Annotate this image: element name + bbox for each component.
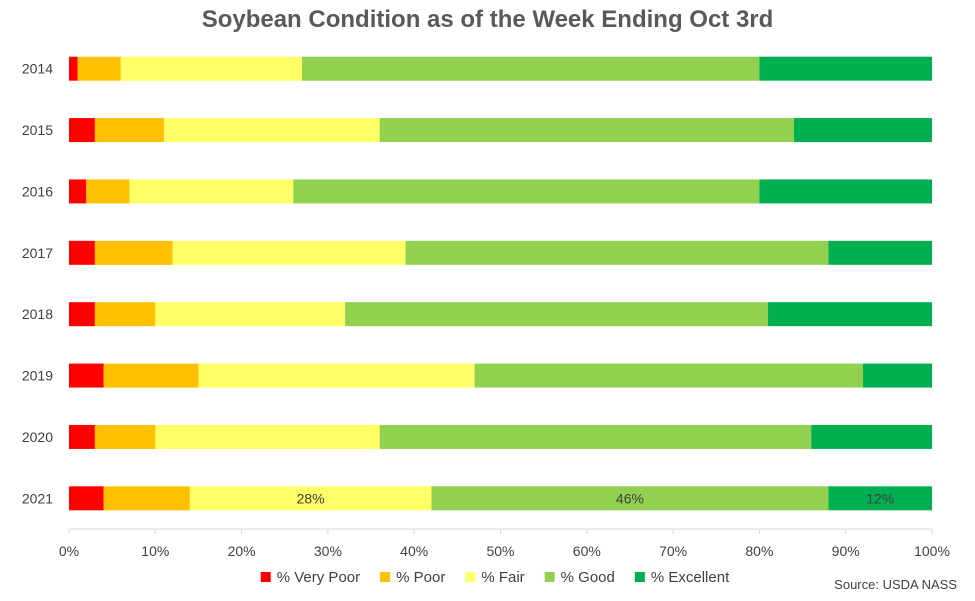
legend-swatch bbox=[465, 572, 476, 582]
bar-2016-fair bbox=[129, 179, 294, 204]
bar-2015-fair bbox=[163, 118, 380, 143]
x-tick-label-9: 90% bbox=[832, 543, 860, 559]
bar-2018-fair bbox=[155, 302, 346, 327]
bar-2016-excellent bbox=[759, 179, 932, 204]
bar-2021-fair bbox=[189, 486, 432, 511]
legend-label: % Fair bbox=[481, 569, 524, 586]
y-tick-label-2018: 2018 bbox=[22, 306, 53, 322]
bar-2018-poor bbox=[94, 302, 156, 327]
y-tick-label-2015: 2015 bbox=[22, 122, 53, 138]
legend-label: % Good bbox=[561, 569, 615, 586]
bar-2016-poor bbox=[86, 179, 130, 204]
source-note: Source: USDA NASS bbox=[834, 577, 957, 592]
bar-2021-poor bbox=[103, 486, 190, 511]
bar-2019-very-poor bbox=[69, 363, 104, 388]
x-tick-label-3: 30% bbox=[314, 543, 342, 559]
bar-2017-good bbox=[405, 240, 829, 265]
legend-swatch bbox=[634, 572, 645, 582]
bar-2019-good bbox=[474, 363, 863, 388]
x-axis: 0% 10% 20% 30% 40% 50% 60% 70% 80% 90% 100% bbox=[59, 528, 950, 559]
bar-2014-very-poor bbox=[69, 56, 78, 81]
bar-2018-good bbox=[345, 302, 769, 327]
bar-2020-poor bbox=[94, 424, 156, 449]
x-tick-label-4: 40% bbox=[400, 543, 428, 559]
legend-swatch bbox=[380, 572, 391, 582]
bar-2015-poor bbox=[94, 118, 164, 143]
legend-swatch bbox=[544, 572, 555, 582]
x-tick-label-8: 80% bbox=[745, 543, 773, 559]
legend-label: % Excellent bbox=[651, 569, 730, 586]
data-label-2021-good: 46% bbox=[616, 490, 644, 506]
bar-2021-good bbox=[431, 486, 829, 511]
bar-2015-very-poor bbox=[69, 118, 95, 143]
bar-2019-poor bbox=[103, 363, 199, 388]
y-tick-label-2019: 2019 bbox=[22, 368, 53, 384]
bar-2016-very-poor bbox=[69, 179, 87, 204]
x-tick-label-6: 60% bbox=[573, 543, 601, 559]
y-axis-categories: 2014 2015 2016 2017 2018 2019 2020 2021 bbox=[22, 61, 53, 507]
bar-2020-good bbox=[379, 424, 812, 449]
bars-layer bbox=[69, 56, 932, 511]
chart-title: Soybean Condition as of the Week Ending … bbox=[201, 6, 774, 33]
legend-item-poor: % Poor bbox=[380, 569, 445, 586]
legend-item-good: % Good bbox=[544, 569, 615, 586]
bar-2014-fair bbox=[120, 56, 303, 81]
x-tick-label-5: 50% bbox=[486, 543, 514, 559]
bar-2015-good bbox=[379, 118, 794, 143]
bar-2014-excellent bbox=[759, 56, 932, 81]
bar-2021-excellent bbox=[828, 486, 932, 511]
legend-label: % Very Poor bbox=[277, 569, 360, 586]
bar-2021-very-poor bbox=[69, 486, 104, 511]
data-labels: 28% 46% 12% bbox=[297, 490, 895, 506]
legend-item-very-poor: % Very Poor bbox=[260, 569, 360, 586]
x-tick-label-2: 20% bbox=[228, 543, 256, 559]
y-tick-label-2017: 2017 bbox=[22, 245, 53, 261]
bar-2015-excellent bbox=[793, 118, 932, 143]
legend-item-fair: % Fair bbox=[465, 569, 525, 586]
bar-2020-fair bbox=[155, 424, 380, 449]
x-tick-label-0: 0% bbox=[59, 543, 79, 559]
bar-2019-fair bbox=[198, 363, 475, 388]
y-tick-label-2020: 2020 bbox=[22, 429, 53, 445]
data-label-2021-fair: 28% bbox=[297, 490, 325, 506]
bar-2016-good bbox=[293, 179, 760, 204]
y-tick-label-2014: 2014 bbox=[22, 61, 53, 77]
bar-2017-very-poor bbox=[69, 240, 95, 265]
y-tick-label-2021: 2021 bbox=[22, 490, 53, 506]
bar-2018-very-poor bbox=[69, 302, 95, 327]
bar-2017-poor bbox=[94, 240, 173, 265]
x-tick-label-10: 100% bbox=[914, 543, 950, 559]
x-tick-label-7: 70% bbox=[659, 543, 687, 559]
legend: % Very Poor % Poor % Fair % Good % Excellent bbox=[260, 569, 730, 586]
bar-2014-good bbox=[302, 56, 760, 81]
data-label-2021-excellent: 12% bbox=[866, 490, 894, 506]
legend-item-excellent: % Excellent bbox=[634, 569, 730, 586]
legend-label: % Poor bbox=[396, 569, 445, 586]
bar-2020-very-poor bbox=[69, 424, 95, 449]
bar-2020-excellent bbox=[811, 424, 932, 449]
bar-2017-fair bbox=[172, 240, 406, 265]
bar-2014-poor bbox=[77, 56, 121, 81]
bar-2018-excellent bbox=[768, 302, 932, 327]
bar-2019-excellent bbox=[862, 363, 932, 388]
y-tick-label-2016: 2016 bbox=[22, 183, 53, 199]
bar-2017-excellent bbox=[828, 240, 932, 265]
x-tick-label-1: 10% bbox=[141, 543, 169, 559]
legend-swatch bbox=[260, 572, 271, 582]
